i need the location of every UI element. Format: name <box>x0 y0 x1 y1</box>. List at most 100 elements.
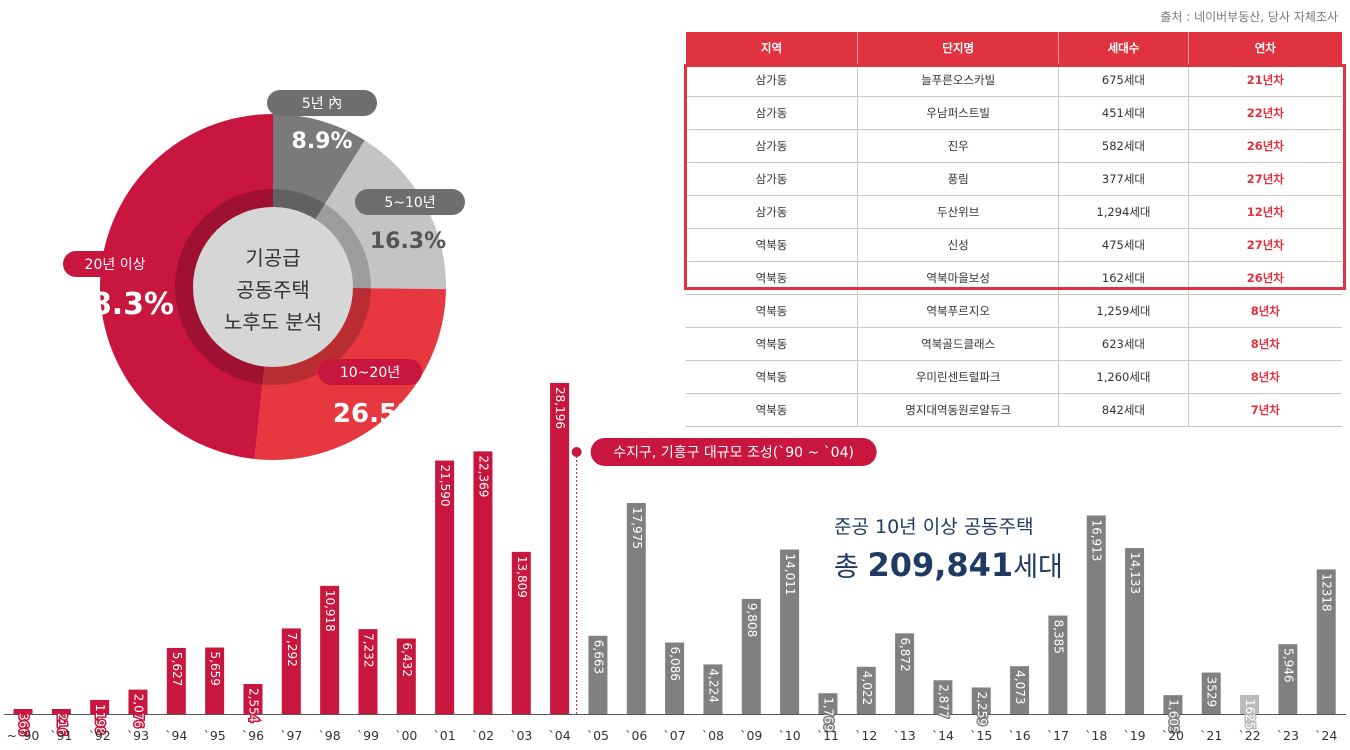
x-tick-label: `09 <box>740 728 762 743</box>
bar-value-label: 1198 <box>93 704 107 735</box>
pie-slice-label: 20년 이상 <box>85 257 146 273</box>
pie-slice-value: 8.9% <box>291 129 352 154</box>
bar <box>971 687 991 714</box>
x-tick-label: `11 <box>817 728 839 743</box>
table-cell: 623세대 <box>1058 327 1189 361</box>
x-tick-label: `92 <box>89 728 111 743</box>
table-cell: 삼가동 <box>686 64 858 97</box>
bar <box>1086 515 1106 714</box>
x-tick-label: `04 <box>549 728 571 743</box>
x-tick-label: `19 <box>1123 728 1145 743</box>
x-tick-label: `97 <box>280 728 302 743</box>
x-tick-label: `15 <box>970 728 992 743</box>
bar-value-label: 4,073 <box>1013 670 1027 704</box>
bar <box>1201 672 1221 714</box>
bar <box>588 635 608 714</box>
bar-value-label: 366 <box>17 713 31 736</box>
x-tick-label: `96 <box>242 728 264 743</box>
table-header-cell: 단지명 <box>856 32 1059 64</box>
bar-value-label: 12318 <box>1320 573 1334 611</box>
bar-value-label: 2,259 <box>975 691 989 725</box>
bar <box>128 689 148 714</box>
x-tick-label: `10 <box>779 728 801 743</box>
x-tick-label: `21 <box>1200 728 1222 743</box>
bar <box>243 684 263 714</box>
table-row: 역북동 우미린센트럴파크 1,260세대 8년차 <box>686 360 1342 394</box>
table-cell: 1,294세대 <box>1058 195 1189 229</box>
x-tick-label: `95 <box>204 728 226 743</box>
bar <box>473 451 493 714</box>
table-row: 역북동 신성 475세대 27년차 <box>686 228 1342 262</box>
bar <box>856 666 876 714</box>
pie-slice <box>100 114 274 460</box>
bar <box>626 502 646 714</box>
table-cell: 역북동 <box>686 360 858 394</box>
bar-value-label: 14,133 <box>1128 552 1142 594</box>
table-cell: 1,259세대 <box>1058 294 1189 328</box>
bar <box>1240 694 1260 714</box>
table-row: 삼가동 진우 582세대 26년차 <box>686 129 1342 163</box>
pie-pill <box>267 90 377 116</box>
x-tick-label: `12 <box>855 728 877 743</box>
x-tick-label: `94 <box>165 728 187 743</box>
bar <box>320 585 340 714</box>
complex-table-wrap: 지역 단지명 세대수 연차 삼가동 늘푸른오스카빌 675세대 21년차 삼가동 우남퍼스트빌 4… <box>684 32 1346 427</box>
bar-value-label: 1625 <box>1243 699 1257 730</box>
bar-value-label: 2,554 <box>246 688 260 722</box>
bar <box>703 664 723 714</box>
bar <box>818 693 838 714</box>
table-header-cell: 연차 <box>1187 32 1342 64</box>
bar-value-label: 21,590 <box>438 465 452 507</box>
x-tick-label: ~`90 <box>7 728 40 743</box>
donut-center-label: 노후도 분석 <box>224 310 322 334</box>
table-cell: 26년차 <box>1187 129 1342 163</box>
complex-table: 지역 단지명 세대수 연차 삼가동 늘푸른오스카빌 675세대 21년차 삼가동 우남퍼스트빌 4… <box>686 32 1342 427</box>
table-cell: 역북골드클래스 <box>856 327 1059 361</box>
pie-slice-value: 26.5% <box>333 399 423 429</box>
table-cell: 377세대 <box>1058 162 1189 196</box>
bar <box>1048 615 1068 714</box>
table-cell: 675세대 <box>1058 64 1189 97</box>
bar <box>1278 644 1298 714</box>
summary-line1: 준공 10년 이상 공동주택 <box>834 516 1034 538</box>
table-cell: 우남퍼스트빌 <box>856 96 1059 130</box>
table-row: 삼가동 늘푸른오스카빌 675세대 21년차 <box>686 64 1342 97</box>
table-cell: 역북동 <box>686 393 858 427</box>
x-tick-label: `20 <box>1162 728 1184 743</box>
pie-slice-label: 5~10년 <box>384 195 435 211</box>
pie-slice-value: 48.3% <box>70 287 174 322</box>
bar-value-label: 2,076 <box>131 694 145 728</box>
bar-value-label: 9,808 <box>745 603 759 637</box>
x-tick-label: `06 <box>625 728 647 743</box>
bar-value-label: 5,659 <box>208 652 222 686</box>
table-cell: 21년차 <box>1187 64 1342 97</box>
summary-box: 준공 10년 이상 공동주택 총 209,841세대 <box>834 512 1063 584</box>
table-row: 삼가동 풍림 377세대 27년차 <box>686 162 1342 196</box>
annotation-pill <box>590 438 877 466</box>
table-cell: 풍림 <box>856 162 1059 196</box>
bar <box>396 638 416 714</box>
bar-value-label: 7,232 <box>361 633 375 667</box>
summary-line2: 총 209,841세대 <box>834 545 1063 584</box>
x-tick-label: `93 <box>127 728 149 743</box>
bar-value-label: 28,196 <box>553 387 567 429</box>
summary-value: 209,841 <box>867 546 1014 584</box>
table-cell: 12년차 <box>1187 195 1342 229</box>
bar <box>435 460 455 714</box>
bar-value-label: 6,086 <box>668 647 682 681</box>
bar-value-label: 22,369 <box>476 455 490 497</box>
table-body: 삼가동 늘푸른오스카빌 675세대 21년차 삼가동 우남퍼스트빌 451세대 22년차 삼가동… <box>686 64 1342 427</box>
bar-value-label: 13,809 <box>515 556 529 598</box>
x-tick-label: `99 <box>357 728 379 743</box>
summary-suffix: 세대 <box>1013 552 1063 583</box>
table-cell: 삼가동 <box>686 129 858 163</box>
bar-value-label: 216 <box>55 713 69 736</box>
bar-value-label: 6,872 <box>898 637 912 671</box>
table-cell: 27년차 <box>1187 228 1342 262</box>
bar <box>13 709 33 714</box>
x-tick-label: `16 <box>1009 728 1031 743</box>
bar <box>933 680 953 714</box>
table-row: 삼가동 두산위브 1,294세대 12년차 <box>686 195 1342 229</box>
x-tick-label: `91 <box>50 728 72 743</box>
table-cell: 역북동 <box>686 294 858 328</box>
